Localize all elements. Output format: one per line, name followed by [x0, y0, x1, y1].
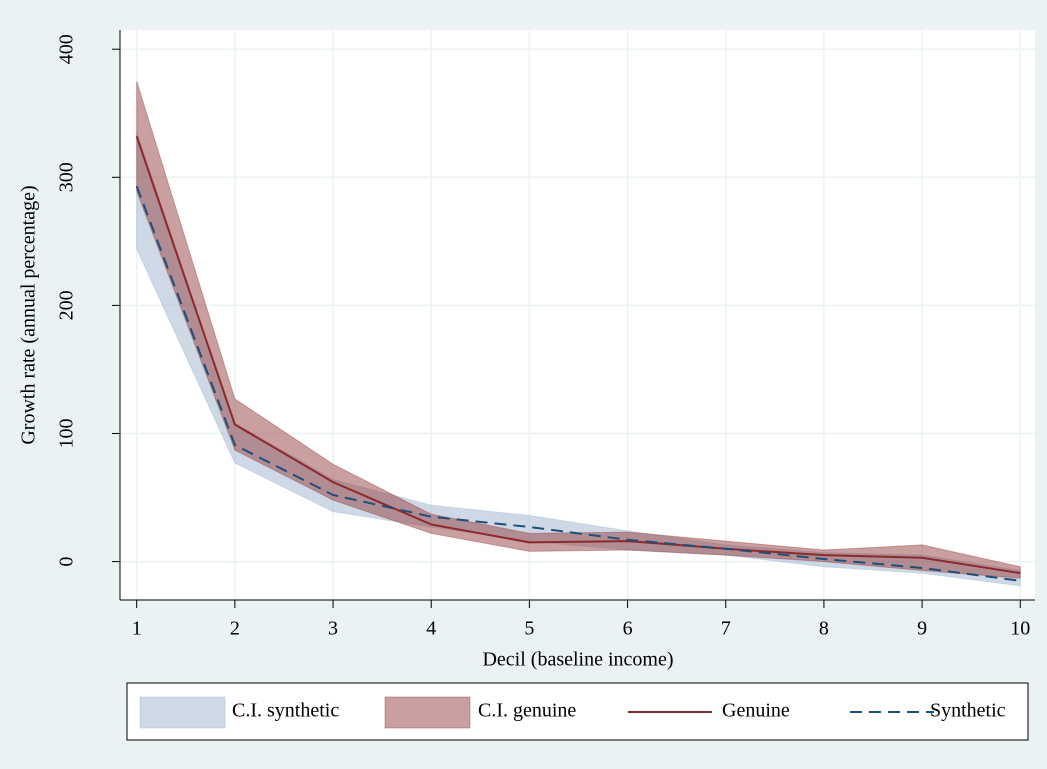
line [135, 135, 1021, 575]
y-tick-label: 0 [56, 557, 78, 567]
plot-area [120, 30, 1035, 600]
x-axis-title: Decil (baseline income) [482, 649, 673, 671]
y-axis-title: Growth rate (annual percentage) [18, 185, 40, 444]
x-tick-label: 10 [1010, 618, 1030, 640]
y-tick-label: 200 [56, 290, 78, 320]
legend-label: Synthetic [930, 700, 1006, 722]
y-tick-label: 100 [56, 418, 78, 448]
x-tick-label: 6 [623, 618, 633, 640]
line [135, 185, 1021, 582]
x-tick-label: 5 [524, 618, 534, 640]
legend-label: Genuine [722, 700, 790, 722]
legend-swatch [384, 696, 471, 729]
x-tick-label: 1 [132, 618, 142, 640]
legend-label: C.I. genuine [478, 700, 576, 722]
legend-swatch [139, 696, 226, 729]
y-tick-label: 400 [56, 34, 78, 64]
ci-band [136, 132, 1021, 587]
y-tick-label: 300 [56, 162, 78, 192]
x-tick-label: 4 [426, 618, 436, 640]
x-tick-label: 8 [819, 618, 829, 640]
x-tick-label: 9 [917, 618, 927, 640]
x-tick-label: 2 [230, 618, 240, 640]
x-tick-label: 3 [328, 618, 338, 640]
x-tick-label: 7 [721, 618, 731, 640]
legend-label: C.I. synthetic [232, 700, 339, 722]
